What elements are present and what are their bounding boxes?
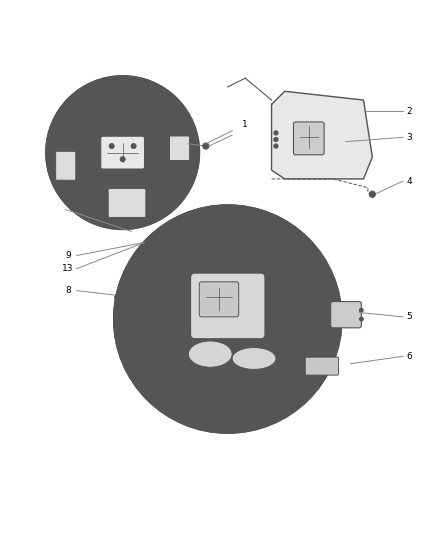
Circle shape — [295, 400, 302, 407]
Circle shape — [154, 231, 161, 238]
Text: 13: 13 — [62, 264, 74, 273]
Circle shape — [140, 231, 315, 407]
Circle shape — [205, 207, 212, 214]
Circle shape — [120, 157, 125, 162]
Circle shape — [224, 206, 231, 213]
Ellipse shape — [232, 348, 276, 369]
FancyBboxPatch shape — [56, 151, 76, 180]
Circle shape — [328, 278, 335, 285]
Circle shape — [205, 424, 212, 431]
Circle shape — [114, 316, 121, 322]
FancyBboxPatch shape — [293, 122, 324, 155]
FancyBboxPatch shape — [199, 282, 239, 317]
Circle shape — [121, 353, 128, 360]
Text: 1: 1 — [242, 119, 248, 128]
FancyBboxPatch shape — [108, 189, 146, 217]
Circle shape — [115, 294, 122, 301]
Circle shape — [224, 425, 231, 432]
Circle shape — [203, 143, 209, 149]
Circle shape — [332, 335, 339, 342]
FancyBboxPatch shape — [101, 136, 145, 169]
Circle shape — [116, 296, 123, 303]
Circle shape — [334, 316, 341, 322]
Circle shape — [279, 220, 286, 228]
Circle shape — [274, 144, 278, 148]
Polygon shape — [272, 91, 372, 179]
Circle shape — [360, 317, 363, 321]
Circle shape — [140, 386, 147, 393]
Circle shape — [332, 296, 339, 303]
Text: 2: 2 — [407, 107, 412, 116]
Circle shape — [360, 309, 363, 312]
Text: 6: 6 — [406, 352, 413, 361]
Circle shape — [369, 191, 375, 197]
Circle shape — [328, 353, 335, 360]
Text: 4: 4 — [407, 176, 412, 185]
Circle shape — [169, 411, 176, 418]
Circle shape — [46, 76, 199, 229]
Circle shape — [131, 143, 136, 149]
Circle shape — [109, 143, 114, 149]
Circle shape — [308, 245, 315, 252]
Circle shape — [274, 131, 278, 135]
Circle shape — [244, 207, 251, 214]
Text: 3: 3 — [406, 133, 413, 142]
Circle shape — [187, 212, 194, 219]
Circle shape — [295, 231, 302, 238]
Text: 9: 9 — [65, 251, 71, 260]
Ellipse shape — [188, 341, 232, 367]
Circle shape — [64, 93, 182, 212]
Text: 5: 5 — [406, 312, 413, 321]
Circle shape — [187, 419, 194, 426]
Circle shape — [244, 424, 251, 431]
Circle shape — [279, 411, 286, 418]
Circle shape — [121, 278, 128, 285]
Circle shape — [114, 205, 342, 433]
FancyBboxPatch shape — [191, 273, 265, 339]
Circle shape — [319, 261, 326, 268]
FancyBboxPatch shape — [331, 302, 361, 328]
Circle shape — [262, 212, 269, 219]
Circle shape — [308, 386, 315, 393]
Circle shape — [129, 261, 136, 268]
FancyBboxPatch shape — [170, 136, 190, 160]
Circle shape — [116, 335, 123, 342]
Circle shape — [129, 370, 136, 377]
Circle shape — [170, 220, 177, 228]
Circle shape — [319, 370, 326, 377]
Circle shape — [262, 419, 269, 426]
Circle shape — [140, 245, 147, 252]
Circle shape — [154, 400, 161, 407]
FancyBboxPatch shape — [305, 357, 339, 375]
Text: 8: 8 — [65, 286, 71, 295]
Circle shape — [274, 138, 278, 142]
